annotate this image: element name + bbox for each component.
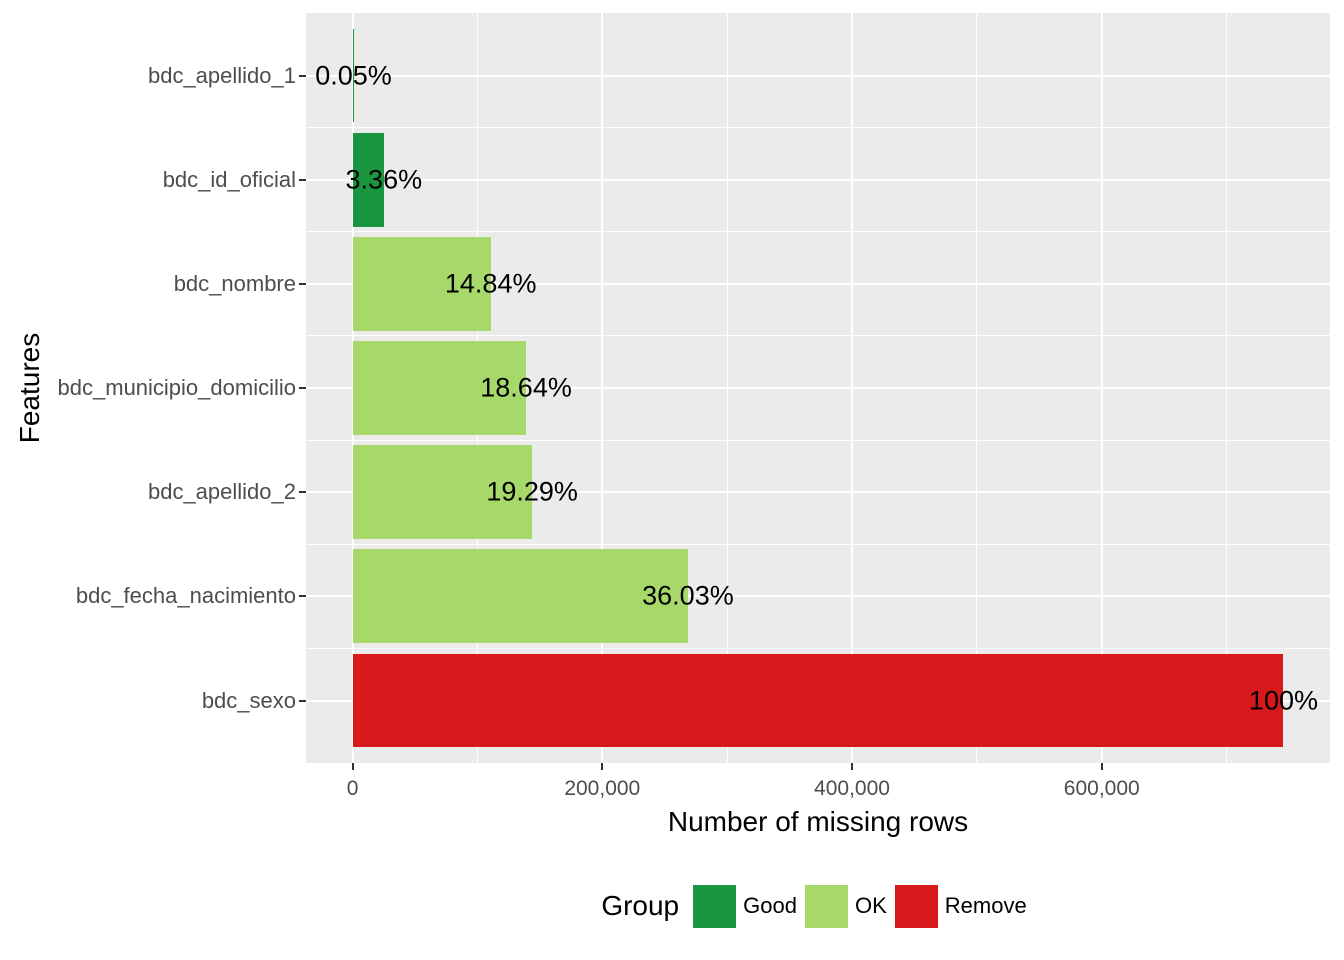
- bar-bdc_nombre: [352, 236, 491, 331]
- x-axis-tick-label: 0: [346, 777, 359, 800]
- gridline-minor-horizontal: [306, 127, 1330, 129]
- legend-item-label: OK: [854, 893, 887, 918]
- x-axis-tick-label: 400,000: [814, 777, 890, 800]
- gridline-major-horizontal: [306, 74, 1330, 77]
- legend-item-remove: Remove: [894, 884, 1027, 928]
- y-axis-label: bdc_sexo: [201, 687, 296, 713]
- legend-item-label: Good: [743, 893, 797, 918]
- legend-item-good: Good: [693, 884, 797, 928]
- y-axis-tick: [299, 699, 306, 702]
- gridline-major-horizontal: [306, 491, 1330, 494]
- bar-bdc_sexo: [352, 653, 1284, 748]
- bar-percent-label: 18.64%: [480, 372, 572, 403]
- gridline-major-horizontal: [306, 387, 1330, 389]
- gridline-minor-horizontal: [306, 335, 1330, 337]
- x-axis-tick: [1100, 763, 1103, 770]
- bar-percent-label: 3.36%: [345, 164, 423, 195]
- legend-title: Group: [601, 890, 680, 921]
- y-axis-tick: [299, 387, 306, 389]
- bar-bdc_id_oficial: [352, 132, 384, 227]
- y-axis-tick: [299, 74, 306, 77]
- x-axis-tick-label: 600,000: [1063, 777, 1140, 800]
- legend-swatch-good: [693, 884, 737, 928]
- bar-bdc_municipio_domicilio: [352, 341, 527, 435]
- gridline-major-horizontal: [306, 178, 1330, 181]
- gridline-minor-horizontal: [306, 543, 1330, 545]
- bar-percent-label: 100%: [1248, 685, 1318, 715]
- y-axis-label: bdc_fecha_nacimiento: [75, 583, 296, 609]
- x-axis-tick: [351, 763, 354, 770]
- legend-swatch-ok: [804, 884, 848, 928]
- gridline-minor-horizontal: [306, 439, 1330, 441]
- x-axis-tick-label: 200,000: [564, 777, 641, 800]
- legend-item-ok: OK: [804, 884, 887, 928]
- bar-percent-label: 0.05%: [315, 60, 392, 90]
- legend-item-label: Remove: [944, 893, 1027, 918]
- gridline-minor-horizontal: [306, 647, 1330, 649]
- y-axis-tick: [299, 282, 306, 285]
- y-axis-label: bdc_municipio_domicilio: [57, 375, 296, 400]
- plot-panel: 0.05% 3.36% 14.84% 18.64% 19.29% 36.03% 100%: [306, 13, 1330, 763]
- bar-bdc_fecha_nacimiento: [352, 549, 688, 644]
- gridline-major-horizontal: [306, 595, 1330, 598]
- y-axis-label: bdc_id_oficial: [162, 166, 296, 192]
- legend-swatch-remove: [894, 884, 938, 928]
- x-axis-tick: [851, 763, 854, 770]
- legend: Group Good OK Remove: [306, 884, 1330, 928]
- gridline-major-horizontal: [306, 282, 1330, 285]
- y-axis-label: bdc_apellido_2: [147, 479, 296, 505]
- y-axis-label: bdc_apellido_1: [147, 62, 296, 88]
- y-axis-tick: [299, 491, 306, 494]
- y-axis-tick: [299, 178, 306, 181]
- x-axis-title: Number of missing rows: [667, 806, 969, 837]
- y-axis-tick: [299, 595, 306, 598]
- gridline-minor-horizontal: [306, 231, 1330, 233]
- y-axis-label: bdc_nombre: [173, 270, 296, 296]
- bar-bdc_apellido_1: [352, 28, 354, 123]
- bar-percent-label: 19.29%: [486, 476, 578, 507]
- bar-bdc_apellido_2: [352, 445, 533, 540]
- bar-percent-label: 36.03%: [642, 580, 734, 611]
- bar-percent-label: 14.84%: [444, 268, 537, 299]
- x-axis-tick: [601, 763, 604, 770]
